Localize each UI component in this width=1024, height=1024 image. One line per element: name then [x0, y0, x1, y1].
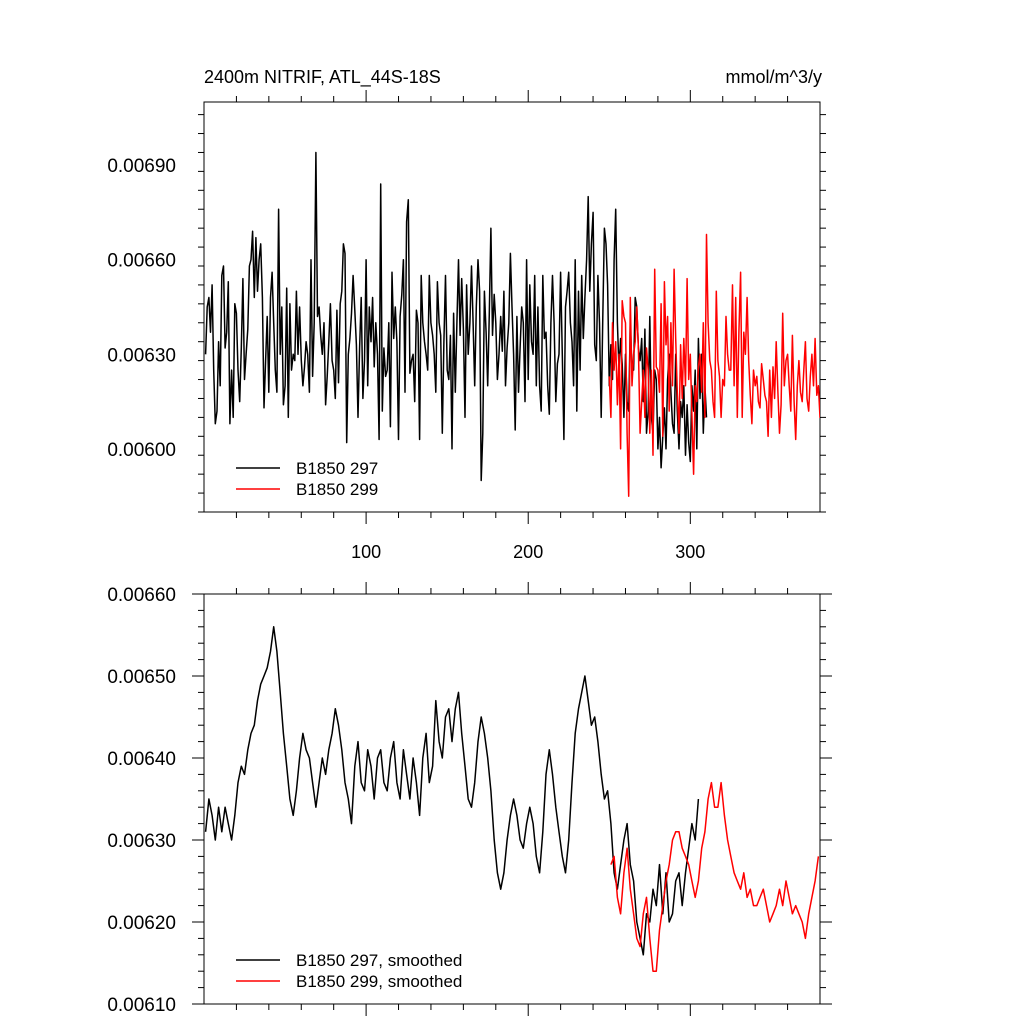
y-tick-label: 0.00610 — [107, 995, 176, 1016]
legend-label: B1850 297, smoothed — [296, 951, 462, 970]
y-tick-label: 0.00640 — [107, 749, 176, 770]
plot-frame — [203, 101, 821, 513]
units-label: mmol/m^3/y — [726, 67, 822, 87]
series-line — [608, 233, 820, 497]
y-tick-label: 0.00630 — [107, 831, 176, 852]
y-tick-label: 0.00660 — [107, 251, 176, 272]
plot-frame — [203, 593, 821, 1005]
x-tick-label: 100 — [351, 542, 381, 562]
y-tick-label: 0.00600 — [107, 440, 176, 461]
x-tick-label: 300 — [675, 542, 705, 562]
y-tick-label: 0.00690 — [107, 156, 176, 177]
plot-title: 2400m NITRIF, ATL_44S-18S — [204, 67, 441, 88]
y-tick-label: 0.00620 — [107, 913, 176, 934]
top-panel: 100 200 300 0.00600 0.00630 0.00660 0.00690 B18… — [107, 90, 826, 562]
legend-label: B1850 299, smoothed — [296, 972, 462, 991]
bottom-panel: 0.00610 0.00620 0.00630 0.00640 0.00650 0.006… — [107, 582, 832, 1016]
series-line — [610, 781, 820, 972]
y-tick-label: 0.00630 — [107, 345, 176, 366]
x-tick-label: 200 — [513, 542, 543, 562]
y-tick-label: 0.00650 — [107, 667, 176, 688]
legend-label: B1850 299 — [296, 480, 378, 499]
series-line — [204, 626, 700, 956]
series-line — [204, 151, 708, 482]
y-tick-label: 0.00660 — [107, 585, 176, 606]
legend-label: B1850 297 — [296, 459, 378, 478]
